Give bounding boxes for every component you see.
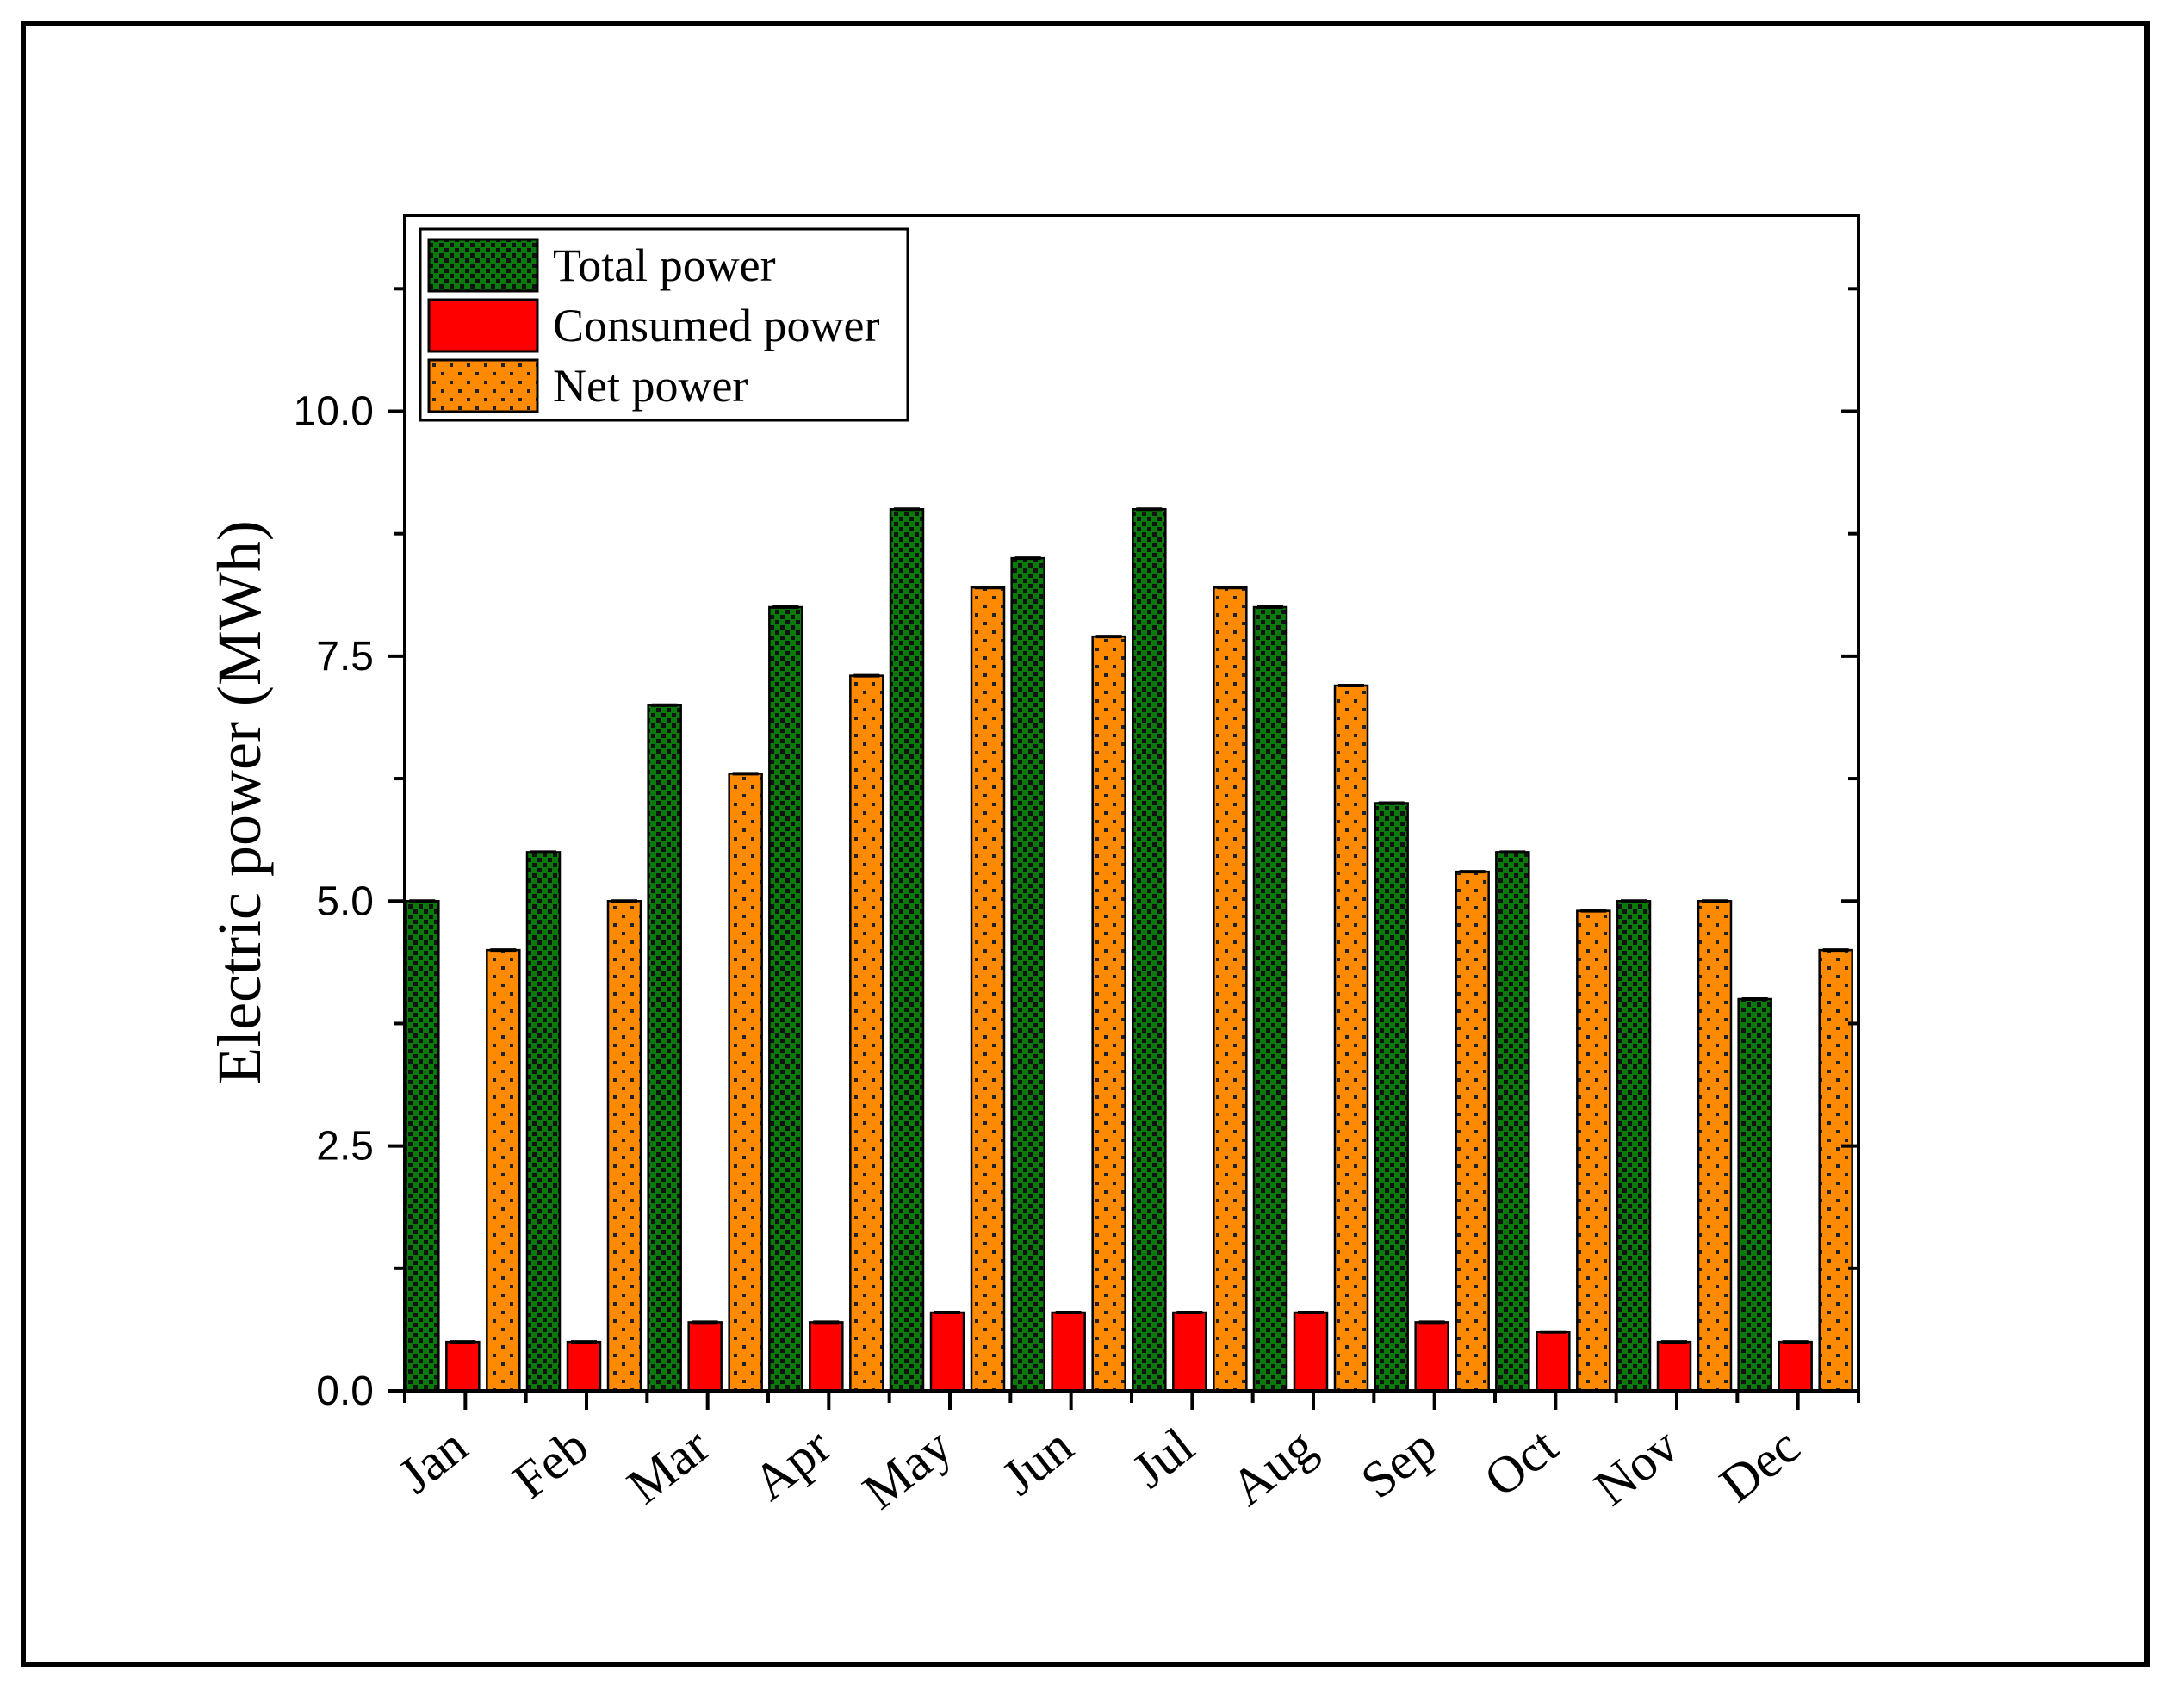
x-tick-label-dec: Dec [1709,1417,1810,1512]
bar-total-dec [1737,997,1772,1393]
bar-consumed-apr [809,1321,844,1393]
legend-label-total: Total power [553,239,776,291]
bar-total-nov [1616,900,1652,1393]
bar-consumed-jul [1172,1311,1207,1393]
bar-consumed-jun [1051,1311,1086,1393]
legend-label-consumed: Consumed power [553,300,879,351]
bar-consumed-may [929,1311,965,1393]
legend-swatch-consumed [427,298,539,353]
bar-consumed-feb [566,1340,602,1393]
y-tick-label: 2.5 [316,1124,374,1170]
bar-net-sep [1455,870,1490,1393]
y-axis-label: Electric power (MWh) [205,520,274,1085]
bar-total-apr [768,605,803,1393]
figure-frame [21,21,2150,1667]
x-tick-label-nov: Nov [1584,1417,1689,1517]
legend-label-net: Net power [553,360,748,412]
bar-net-mar [728,773,763,1393]
bar-total-jul [1132,508,1167,1393]
bar-total-jun [1010,556,1045,1393]
y-tick-label: 7.5 [316,634,374,680]
bar-total-feb [525,851,562,1393]
bar-total-may [889,508,925,1393]
bar-total-oct [1495,851,1530,1393]
bar-net-apr [849,674,884,1393]
bar-total-sep [1374,802,1409,1393]
bar-net-jun [1091,635,1126,1393]
x-tick-label-aug: Aug [1220,1417,1325,1517]
legend-swatch-net [427,358,539,413]
y-tick-label: 10.0 [294,389,374,435]
legend-swatch-total [427,238,539,293]
x-tick-label-may: May [853,1417,962,1520]
bar-net-oct [1576,909,1611,1393]
bar-total-aug [1252,605,1288,1393]
bar-net-jan [486,948,521,1393]
bar-total-mar [647,704,682,1393]
bar-consumed-mar [687,1321,723,1393]
bar-consumed-sep [1414,1321,1449,1393]
bars-layer [405,507,1853,1393]
bar-net-aug [1333,684,1369,1393]
x-tick-label-jun: Jun [991,1417,1083,1505]
y-tick-label: 5.0 [316,878,374,924]
bar-total-jan [405,900,440,1393]
bar-net-may [970,586,1006,1393]
x-tick-label-oct: Oct [1474,1417,1567,1508]
x-tick-label-jan: Jan [388,1417,478,1504]
bar-consumed-aug [1293,1311,1329,1393]
x-tick-label-mar: Mar [617,1417,719,1515]
y-tick-label: 0.0 [316,1368,374,1414]
bar-net-feb [606,900,642,1393]
x-tick-label-apr: Apr [742,1417,841,1511]
x-tick-label-jul: Jul [1122,1417,1205,1499]
bar-consumed-dec [1778,1340,1813,1393]
x-tick-label-sep: Sep [1350,1417,1447,1509]
bar-net-nov [1697,900,1733,1393]
bar-consumed-oct [1536,1331,1571,1393]
legend: Total power Consumed power Net power [419,227,909,422]
bar-net-jul [1213,586,1248,1393]
x-tick-label-feb: Feb [502,1417,599,1509]
bar-consumed-jan [445,1340,481,1393]
bar-net-dec [1818,948,1853,1393]
bar-consumed-nov [1656,1340,1692,1393]
